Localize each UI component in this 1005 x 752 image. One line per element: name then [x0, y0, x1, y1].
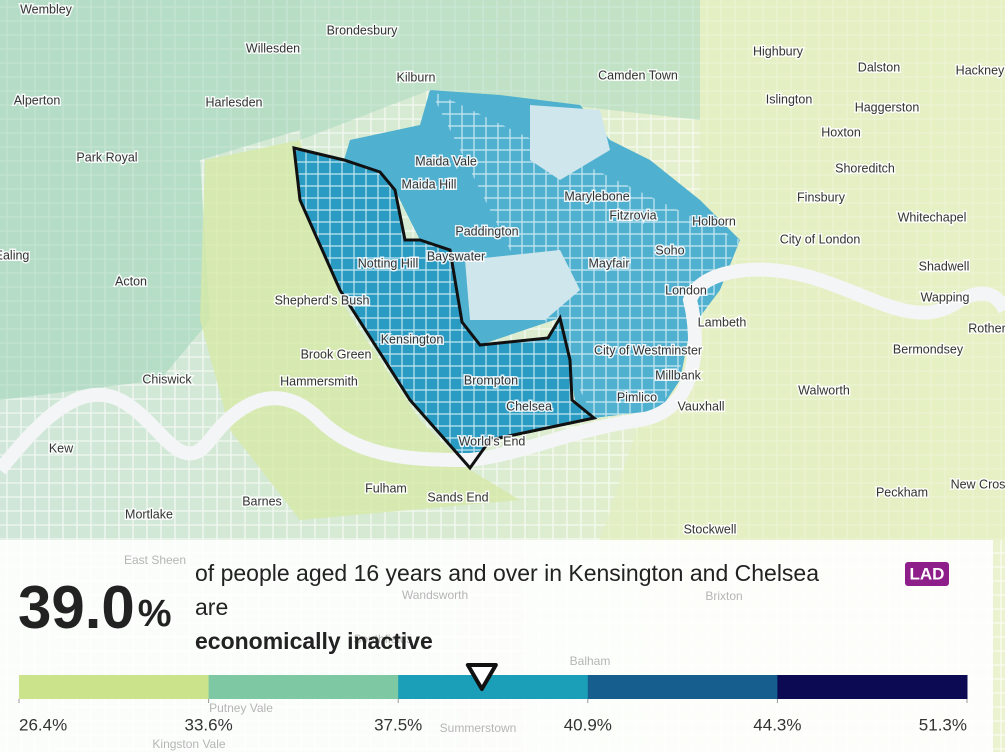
place-label: Millbank: [655, 368, 702, 382]
place-label: Paddington: [455, 224, 518, 238]
legend: 26.4% 33.6% 37.5% 40.9% 44.3% 51.3%: [18, 663, 968, 734]
place-label: Rother: [968, 321, 1005, 335]
river: [0, 262, 1005, 475]
place-label: Pimlico: [617, 390, 657, 404]
faded-label: Southfields: [353, 632, 412, 646]
place-label: Hackney: [956, 63, 1005, 77]
legend-label: 51.3%: [919, 715, 967, 734]
place-label: Barnes: [242, 494, 282, 508]
place-label: Acton: [115, 274, 147, 288]
place-label: Willesden: [246, 41, 300, 55]
place-label: Whitechapel: [898, 210, 967, 224]
place-label: Notting Hill: [358, 256, 418, 270]
sentence: of people aged 16 years and over in Kens…: [195, 560, 819, 586]
faded-label: East Sheen: [124, 553, 186, 567]
place-label: City of London: [780, 232, 861, 246]
verb: are: [195, 594, 228, 620]
faded-label: Putney Vale: [209, 701, 273, 715]
legend-swatch: [587, 675, 778, 699]
place-label: Hoxton: [821, 125, 861, 139]
place-label: Highbury: [753, 44, 804, 58]
place-label: Kensington: [381, 332, 444, 346]
legend-swatch: [398, 675, 589, 699]
place-label: Mayfair: [589, 256, 630, 270]
badge-text: LAD: [910, 564, 945, 583]
legend-swatch: [19, 675, 210, 699]
place-label: Bayswater: [427, 249, 485, 263]
place-label: Kew: [49, 441, 74, 455]
place-label: Camden Town: [598, 68, 678, 82]
legend-label: 26.4%: [19, 715, 67, 734]
faded-label: Brixton: [705, 589, 742, 603]
value-marker: [465, 663, 498, 691]
place-label: Brompton: [464, 373, 518, 387]
place-labels: Wembley Brondesbury Willesden Kilburn Camden…: [0, 1, 1005, 538]
legend-swatch: [777, 675, 968, 699]
place-label: Dalston: [858, 60, 900, 74]
place-label: Shoreditch: [835, 161, 895, 175]
place-label: Sands End: [427, 490, 488, 504]
place-label: Walworth: [798, 383, 850, 397]
info-panel: [0, 540, 993, 752]
legend-label: 37.5%: [374, 715, 422, 734]
place-label: Finsbury: [797, 190, 846, 204]
place-label: Maida Vale: [415, 154, 477, 168]
legend-label: 44.3%: [753, 715, 801, 734]
place-label: Ealing: [0, 248, 29, 262]
place-label: London: [665, 283, 707, 297]
place-label: Park Royal: [76, 150, 137, 164]
badge: [905, 562, 949, 586]
legend-swatch: [208, 675, 399, 699]
place-label: Wapping: [921, 290, 970, 304]
place-label: Brook Green: [301, 347, 372, 361]
place-label: Brondesbury: [327, 23, 399, 37]
place-label: Shadwell: [919, 259, 970, 273]
headline-value: 39.0: [18, 574, 135, 641]
place-label: Islington: [766, 92, 813, 106]
faded-label: Summerstown: [440, 721, 517, 735]
place-label: Fitzrovia: [609, 208, 656, 222]
place-label: Holborn: [692, 214, 736, 228]
faded-label: Balham: [570, 654, 611, 668]
place-label: World's End: [459, 434, 526, 448]
place-label: Marylebone: [564, 189, 629, 203]
place-label: Lambeth: [698, 315, 747, 329]
headline-unit: %: [138, 593, 172, 635]
place-label: New Cros: [951, 477, 1005, 491]
place-label: Chiswick: [142, 372, 192, 386]
place-label: Bermondsey: [893, 342, 964, 356]
faded-labels: East Sheen Wandsworth Brixton Southfields Ba…: [124, 553, 743, 751]
measure: economically inactive: [195, 628, 433, 654]
boundary: [292, 146, 598, 471]
place-label: Stockwell: [684, 522, 737, 536]
place-label: Maida Hill: [402, 177, 457, 191]
legend-label: 33.6%: [184, 715, 232, 734]
place-label: Shepherd's Bush: [275, 293, 370, 307]
place-label: Haggerston: [855, 100, 920, 114]
faded-label: Wandsworth: [402, 588, 468, 602]
place-label: Harlesden: [206, 95, 263, 109]
place-label: Alperton: [14, 93, 61, 107]
place-label: Wembley: [20, 2, 73, 16]
highlighted-area: [294, 90, 740, 468]
place-label: Chelsea: [506, 399, 552, 413]
place-label: Kilburn: [397, 70, 436, 84]
legend-label: 40.9%: [564, 715, 612, 734]
place-label: Peckham: [876, 485, 928, 499]
place-label: Vauxhall: [677, 399, 724, 413]
place-label: Mortlake: [125, 507, 173, 521]
place-label: Hammersmith: [280, 374, 358, 388]
place-label: Soho: [655, 243, 684, 257]
place-label: City of Westminster: [594, 343, 702, 357]
faded-label: Kingston Vale: [152, 737, 225, 751]
place-label: Fulham: [365, 481, 407, 495]
